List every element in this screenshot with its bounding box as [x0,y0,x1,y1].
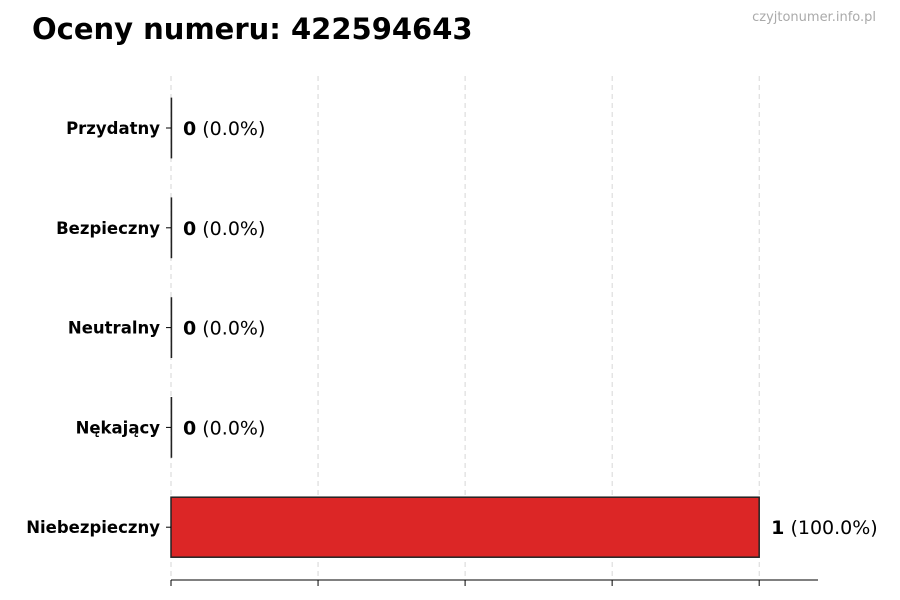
category-label: Niebezpieczny [26,518,160,537]
bar [170,97,173,159]
bar [170,396,173,458]
bar [170,197,173,259]
chart-title: Oceny numeru: 422594643 [32,12,473,46]
category-label: Przydatny [66,119,160,138]
value-label: 0 (0.0%) [183,417,265,439]
watermark: czyjtonumer.info.pl [752,10,876,25]
bar [170,297,173,359]
category-label: Neutralny [68,319,160,338]
value-label: 1 (100.0%) [771,517,878,539]
value-label: 0 (0.0%) [183,318,265,340]
value-label: 0 (0.0%) [183,118,265,140]
category-label: Nękający [76,418,161,437]
value-label: 0 (0.0%) [183,218,265,240]
category-label: Bezpieczny [56,219,160,238]
bar [170,496,760,558]
